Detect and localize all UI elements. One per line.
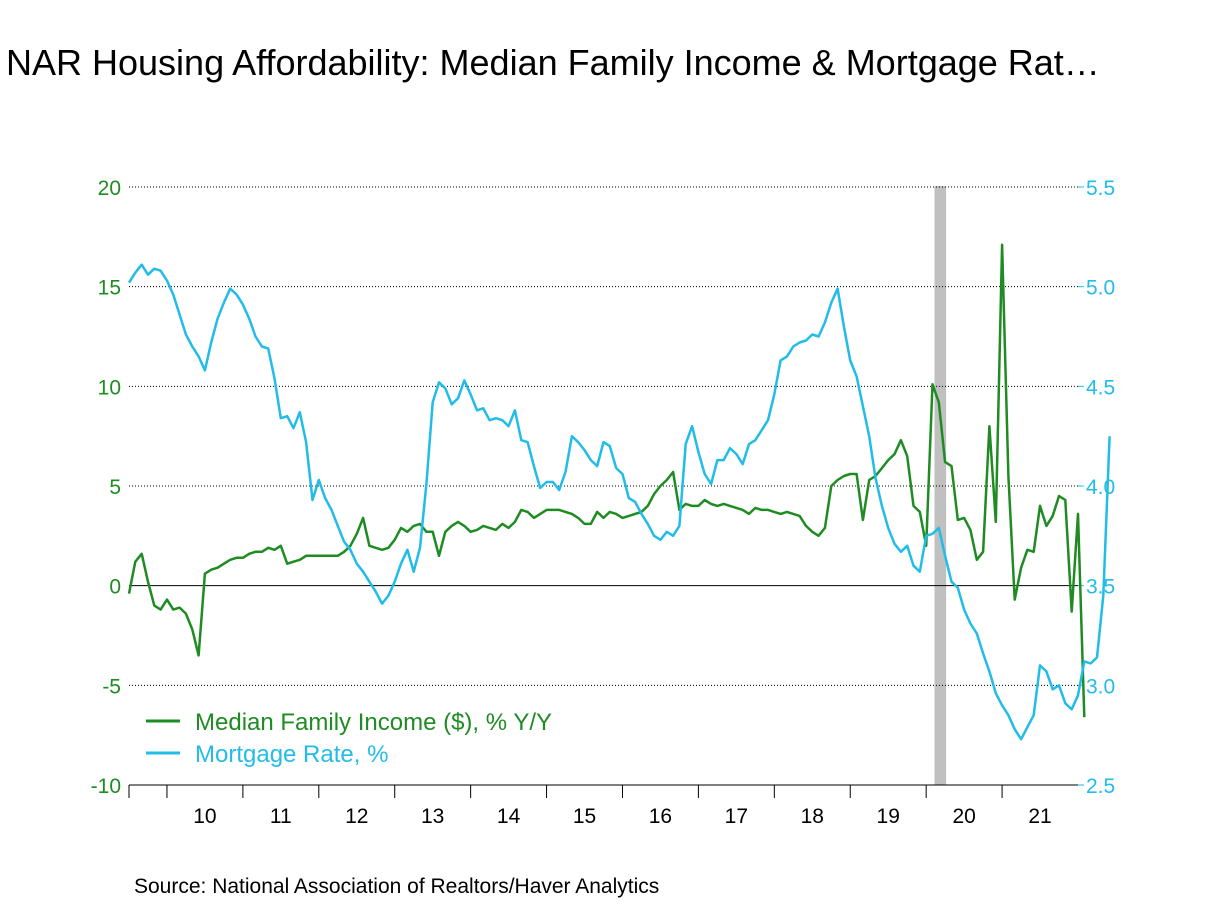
recession-band — [934, 186, 947, 785]
legend-label-income: Median Family Income ($), % Y/Y — [195, 709, 552, 736]
y-right-tick-label: 3.5 — [1086, 576, 1115, 599]
x-tick-label: 13 — [421, 805, 444, 828]
y-right-tick-label: 3.0 — [1086, 675, 1115, 698]
y-right-tick-label: 4.0 — [1086, 476, 1115, 499]
x-tick-label: 17 — [725, 805, 748, 828]
gridlines — [129, 186, 1078, 686]
y-left-tick-label: -5 — [102, 675, 121, 698]
x-tick-label: 10 — [193, 805, 216, 828]
y-left-tick-label: 20 — [98, 177, 121, 200]
y-left-tick-label: 10 — [98, 376, 121, 399]
y-right-tick-label: 2.5 — [1086, 775, 1115, 798]
chart-title: NAR Housing Affordability: Median Family… — [6, 42, 1100, 83]
y-right-tick-label: 5.0 — [1086, 277, 1115, 300]
x-tick-label: 19 — [877, 805, 900, 828]
source-note: Source: National Association of Realtors… — [134, 875, 660, 898]
legend-label-mortgage: Mortgage Rate, % — [195, 741, 388, 768]
x-tick-label: 11 — [270, 805, 292, 828]
x-tick-label: 21 — [1028, 805, 1051, 828]
x-tick-label: 20 — [952, 805, 975, 828]
y-left-tick-label: -10 — [91, 775, 121, 798]
y-right-tick-label: 4.5 — [1086, 376, 1115, 399]
series-lines — [127, 243, 1111, 741]
legend: Median Family Income ($), % Y/Y Mortgage… — [146, 709, 552, 768]
x-tick-label: 15 — [573, 805, 596, 828]
x-tick-label: 16 — [649, 805, 672, 828]
axes: 20 15 10 5 0 -5 -10 5.5 5.0 4.5 4.0 3.5 3.0 2.5 10 11 12… — [91, 177, 1116, 828]
y-right-tick-label: 5.5 — [1086, 177, 1115, 200]
y-left-tick-label: 5 — [109, 476, 121, 499]
y-left-tick-label: 15 — [98, 277, 121, 300]
series-line-mortgage — [127, 263, 1111, 741]
x-tick-label: 14 — [497, 805, 521, 828]
x-tick-label: 12 — [345, 805, 368, 828]
y-left-tick-label: 0 — [109, 576, 121, 599]
x-tick-label: 18 — [801, 805, 824, 828]
